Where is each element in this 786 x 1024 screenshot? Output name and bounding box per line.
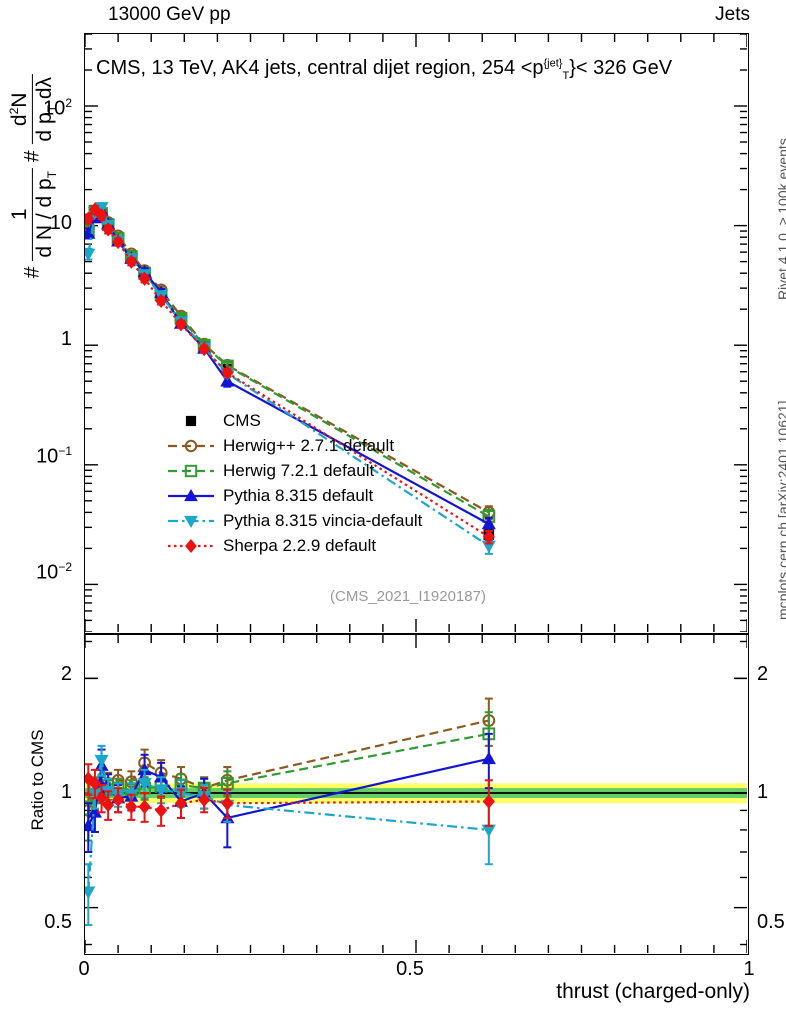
ytick-ratio-2-right: 2 <box>757 663 769 685</box>
xtick-0: 0 <box>78 958 90 980</box>
ytick-main-10: 10 <box>49 212 72 234</box>
legend-marker-diamond-icon <box>168 536 214 556</box>
legend-marker-circle-open-icon <box>168 436 214 456</box>
ytick-main-1em1: 10−1 <box>36 444 72 468</box>
plot-title-post: }< 326 GeV <box>569 57 673 79</box>
legend-label: Pythia 8.315 default <box>223 485 374 505</box>
legend-entry: Pythia 8.315 default <box>168 483 422 508</box>
header-energy-label: 13000 GeV pp <box>108 4 231 25</box>
xtick-1: 1 <box>743 958 755 980</box>
ratio-plot-canvas <box>85 635 747 953</box>
legend-label: Sherpa 2.2.9 default <box>223 535 377 555</box>
ytick-main-1em2: 10−2 <box>36 560 72 584</box>
y-axis-prefix: # <box>20 266 44 279</box>
ytick-ratio-1-right: 1 <box>757 781 769 803</box>
plot-title: CMS, 13 TeV, AK4 jets, central dijet reg… <box>96 57 672 82</box>
legend-entry: Herwig 7.2.1 default <box>168 458 422 483</box>
ytick-ratio-2-left: 2 <box>60 663 72 685</box>
analysis-id-watermark: (CMS_2021_I1920187) <box>330 588 486 605</box>
mcplots-source-label: mcplots.cern.ch [arXiv:2401.10621] <box>775 400 786 620</box>
legend-label: Herwig 7.2.1 default <box>223 460 375 480</box>
x-axis-label: thrust (charged-only) <box>556 980 750 1003</box>
legend-entry: Herwig++ 2.7.1 default <box>168 433 422 458</box>
ratio-plot-panel <box>84 634 749 955</box>
legend-entry: Pythia 8.315 vincia-default <box>168 508 422 533</box>
legend-marker-square-open-icon <box>168 461 214 481</box>
plot-title-sup: {jet} <box>543 57 563 70</box>
ytick-main-1e2: 102 <box>43 96 72 120</box>
y-axis-label-ratio: Ratio to CMS <box>28 729 47 831</box>
legend-marker-triangle-up-icon <box>168 486 214 506</box>
plot-title-sub: T <box>562 70 570 82</box>
xtick-05: 0.5 <box>396 958 424 980</box>
legend-entry: CMS <box>168 408 422 433</box>
legend-label: Herwig++ 2.7.1 default <box>223 435 395 455</box>
ytick-ratio-1-left: 1 <box>60 781 72 803</box>
legend-label: CMS <box>223 410 261 430</box>
main-plot-panel <box>84 33 749 634</box>
legend-label: Pythia 8.315 vincia-default <box>223 510 423 530</box>
plot-title-pre: CMS, 13 TeV, AK4 jets, central dijet reg… <box>96 57 544 79</box>
legend-marker-triangle-down-icon <box>168 511 214 531</box>
y-axis-label-main: # 1 d N / d pT # d2N d pT dλ <box>6 51 59 301</box>
legend: CMS Herwig++ 2.7.1 default Herwig 7.2.1 de… <box>168 408 422 558</box>
main-plot-canvas <box>85 34 747 632</box>
y-axis-hash2: # <box>20 150 44 163</box>
header-category-label: Jets <box>715 4 750 25</box>
rivet-version-label: Rivet 4.1.0, ≥ 100k events <box>775 138 786 300</box>
ytick-ratio-05-right: 0.5 <box>757 911 785 933</box>
ytick-ratio-05-left: 0.5 <box>44 911 72 933</box>
legend-entry: Sherpa 2.2.9 default <box>168 533 422 558</box>
ytick-main-1: 1 <box>60 328 72 350</box>
legend-marker-square-filled-icon <box>168 411 214 431</box>
